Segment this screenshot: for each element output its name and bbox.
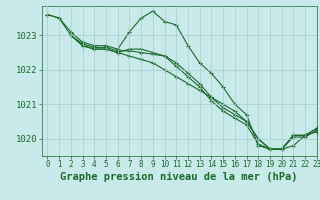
X-axis label: Graphe pression niveau de la mer (hPa): Graphe pression niveau de la mer (hPa) <box>60 172 298 182</box>
